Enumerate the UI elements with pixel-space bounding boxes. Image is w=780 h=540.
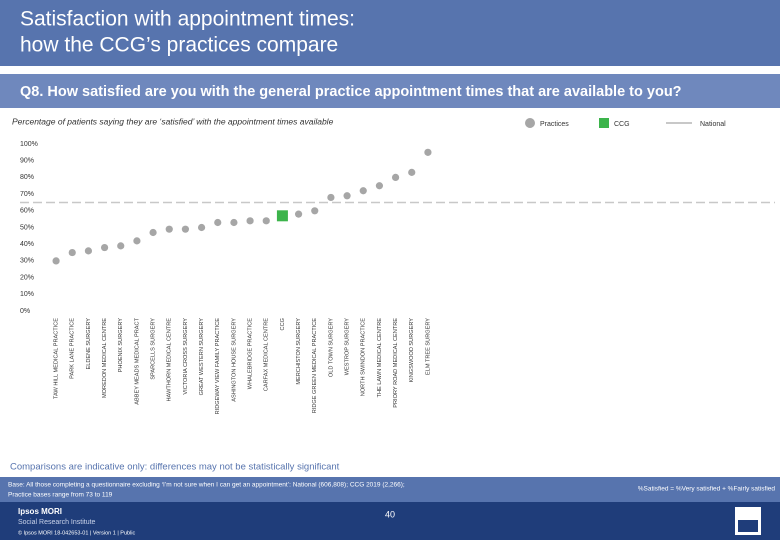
question-band (0, 74, 780, 108)
x-tick-label: PHOENIX SURGERY (118, 318, 124, 373)
title: how the CCG’s practices compare (20, 34, 338, 57)
practice-marker (246, 217, 254, 225)
practice-marker (165, 225, 173, 233)
x-tick-label: ELM TREE SURGERY (425, 318, 431, 375)
logo: Ipsos MORI (18, 507, 62, 516)
x-tick-label: KINGSWOOD SURGERY (409, 318, 415, 383)
x-tick-label: WESTROP SURGERY (345, 318, 351, 376)
footer-band (0, 502, 780, 540)
practice-marker (294, 210, 303, 218)
x-tick-label: RIDGEWAY VIEW FAMILY PRACTICE (215, 318, 221, 415)
practice-marker (100, 243, 109, 252)
x-tick-label: TAW HILL MEDICAL PRACTICE (54, 318, 60, 399)
x-tick-label: MOREDON MEDICAL CENTRE (102, 318, 108, 398)
practice-marker (84, 247, 93, 255)
x-tick-label: SPARCELLS SURGERY (151, 318, 157, 380)
x-tick-label: PARK LANE PRACTICE (70, 318, 76, 379)
y-tick-label: 20% (20, 274, 34, 281)
x-tick-label: PRIORY ROAD MEDICAL CENTRE (393, 318, 399, 408)
practice-marker (424, 148, 432, 156)
definition: %Satisfied = %Very satisfied + %Fairly s… (638, 486, 776, 493)
x-tick-label: VICTORIA CROSS SURGERY (183, 318, 189, 395)
legend-swatch (525, 118, 535, 128)
practice-marker (391, 173, 400, 181)
y-tick-label: 50% (20, 224, 34, 231)
practice-marker (52, 257, 60, 265)
y-tick-label: 100% (20, 141, 38, 148)
header-band (0, 0, 780, 66)
practice-marker (117, 242, 125, 250)
x-tick-label: MERCHISTON SURGERY (296, 318, 302, 385)
page-number: 40 (385, 509, 395, 519)
copyright: © Ipsos MORI 18-042653-01 | Version 1 | … (18, 529, 136, 536)
base-text: Base: All those completing a questionnai… (8, 482, 405, 489)
logo-mark (738, 520, 758, 532)
practice-marker (359, 187, 367, 195)
x-tick-label: ABBEY MEADS MEDICAL PRACT (134, 317, 140, 404)
y-tick-label: 80% (20, 174, 34, 181)
practice-marker (149, 228, 157, 237)
legend-label: CCG (614, 121, 630, 128)
x-tick-label: HAWTHORN MEDICAL CENTRE (167, 318, 173, 402)
question: Q8. How satisfied are you with the gener… (20, 84, 682, 100)
legend-swatch (599, 118, 609, 128)
legend-label: Practices (540, 121, 569, 128)
practice-marker (343, 192, 351, 200)
y-tick-label: 70% (20, 191, 34, 198)
x-tick-label: WHALEBRIDGE PRACTICE (248, 318, 254, 389)
practice-marker (214, 218, 222, 227)
note: Comparisons are indicative only: differe… (10, 462, 340, 473)
x-tick-label: ELDENE SURGERY (86, 318, 92, 370)
practice-marker (230, 218, 238, 227)
x-tick-label: RIDGE GREEN MEDICAL PRACTICE (312, 318, 318, 413)
logo: Social Research Institute (18, 519, 96, 526)
practice-marker (311, 207, 319, 215)
practice-marker (133, 237, 141, 245)
y-tick-label: 30% (20, 258, 34, 265)
practice-marker (197, 223, 206, 232)
practice-marker (181, 225, 190, 233)
practice-marker (327, 193, 335, 202)
base-text: Practice bases range from 73 to 119 (8, 492, 113, 499)
base-band (0, 477, 780, 502)
practice-marker (375, 182, 384, 190)
y-tick-label: 60% (20, 208, 34, 215)
x-tick-label: CCG (280, 318, 286, 330)
practice-marker (68, 248, 76, 257)
chart-subtitle: Percentage of patients saying they are ‘… (12, 116, 334, 126)
x-tick-label: ASHINGTON HOUSE SURGERY (231, 318, 237, 402)
x-tick-label: CARFAX MEDICAL CENTRE (264, 318, 270, 391)
x-tick-label: OLD TOWN SURGERY (328, 318, 334, 377)
x-tick-label: NORTH SWINDON PRACTICE (361, 318, 367, 396)
y-tick-label: 90% (20, 158, 34, 165)
practice-marker (408, 168, 416, 176)
title: Satisfaction with appointment times: (20, 8, 355, 31)
x-tick-label: GREAT WESTERN SURGERY (199, 318, 205, 396)
y-tick-label: 40% (20, 241, 34, 248)
x-tick-label: THE LAWN MEDICAL CENTRE (377, 318, 383, 398)
legend-label: National (700, 121, 726, 128)
practice-marker (262, 217, 270, 225)
y-tick-label: 0% (20, 308, 30, 315)
y-tick-label: 10% (20, 291, 34, 298)
ccg-marker (276, 210, 288, 222)
